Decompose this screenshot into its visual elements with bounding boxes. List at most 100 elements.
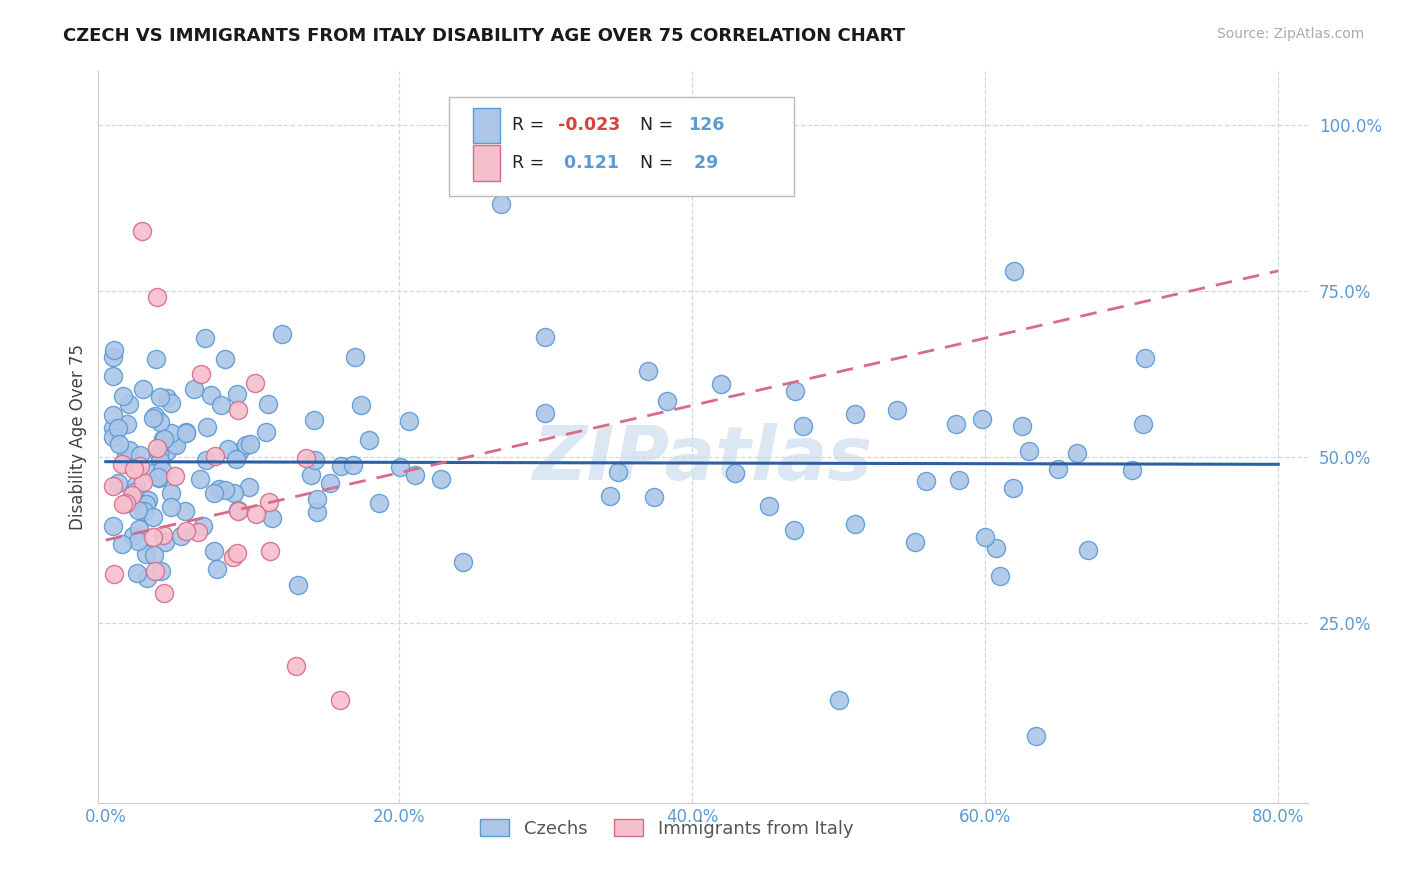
- Point: [254, 425, 277, 439]
- Point: [988, 569, 1011, 583]
- Point: [165, 438, 187, 452]
- Point: [156, 392, 179, 406]
- Point: [225, 546, 247, 560]
- FancyBboxPatch shape: [474, 145, 501, 180]
- Point: [103, 566, 125, 581]
- Point: [107, 421, 129, 435]
- Point: [758, 499, 780, 513]
- Point: [204, 450, 226, 464]
- Point: [174, 524, 197, 538]
- Point: [886, 403, 908, 417]
- Point: [783, 384, 806, 398]
- Point: [404, 468, 426, 483]
- Point: [101, 408, 124, 422]
- Point: [127, 503, 149, 517]
- Point: [163, 468, 186, 483]
- Point: [150, 565, 173, 579]
- Point: [142, 530, 165, 544]
- Point: [342, 458, 364, 472]
- Point: [844, 408, 866, 422]
- Point: [143, 409, 166, 424]
- Point: [160, 486, 183, 500]
- Point: [208, 482, 231, 496]
- Point: [295, 450, 318, 465]
- Point: [343, 351, 366, 365]
- Point: [305, 491, 328, 506]
- Text: 126: 126: [689, 116, 725, 134]
- Point: [207, 562, 229, 576]
- Point: [142, 411, 165, 425]
- Point: [122, 462, 145, 476]
- Point: [122, 485, 145, 500]
- Point: [329, 692, 352, 706]
- Point: [107, 476, 129, 491]
- Point: [637, 363, 659, 377]
- Point: [112, 389, 135, 403]
- Point: [1025, 729, 1047, 743]
- Point: [187, 524, 209, 539]
- Text: N =: N =: [640, 154, 679, 172]
- Point: [304, 453, 326, 467]
- Point: [146, 290, 169, 304]
- Point: [319, 476, 342, 491]
- Point: [135, 547, 157, 561]
- Point: [1066, 446, 1088, 460]
- Point: [152, 433, 174, 447]
- Point: [146, 441, 169, 455]
- Point: [150, 462, 173, 476]
- Point: [214, 483, 236, 498]
- Point: [190, 367, 212, 381]
- Point: [124, 478, 146, 492]
- Point: [149, 454, 172, 468]
- Point: [143, 548, 166, 562]
- Point: [235, 438, 257, 452]
- Point: [142, 467, 165, 481]
- Point: [299, 467, 322, 482]
- Point: [915, 474, 938, 488]
- Point: [226, 403, 249, 417]
- Point: [226, 503, 249, 517]
- Point: [1001, 481, 1024, 495]
- Point: [1077, 543, 1099, 558]
- Point: [127, 533, 149, 548]
- Point: [160, 426, 183, 441]
- Point: [221, 549, 243, 564]
- Point: [1004, 264, 1026, 278]
- Point: [368, 496, 391, 510]
- Point: [945, 417, 967, 431]
- Point: [307, 505, 329, 519]
- Point: [534, 406, 557, 420]
- Point: [148, 447, 170, 461]
- Point: [330, 459, 353, 474]
- Point: [111, 457, 134, 471]
- Point: [245, 507, 267, 521]
- Point: [209, 399, 232, 413]
- Point: [1132, 417, 1154, 431]
- Point: [101, 518, 124, 533]
- Point: [350, 398, 373, 412]
- Text: CZECH VS IMMIGRANTS FROM ITALY DISABILITY AGE OVER 75 CORRELATION CHART: CZECH VS IMMIGRANTS FROM ITALY DISABILIT…: [63, 27, 905, 45]
- Point: [1047, 462, 1070, 476]
- Point: [159, 500, 181, 514]
- Point: [970, 411, 993, 425]
- Point: [359, 433, 381, 447]
- FancyBboxPatch shape: [474, 108, 501, 143]
- Point: [225, 386, 247, 401]
- Point: [101, 421, 124, 435]
- Point: [114, 496, 136, 510]
- Point: [148, 471, 170, 485]
- Point: [389, 460, 412, 475]
- Point: [153, 586, 176, 600]
- Text: R =: R =: [512, 154, 550, 172]
- Point: [1135, 351, 1157, 365]
- Point: [243, 376, 266, 390]
- Point: [135, 572, 157, 586]
- Point: [107, 436, 129, 450]
- Point: [176, 426, 198, 441]
- Point: [118, 443, 141, 458]
- Legend: Czechs, Immigrants from Italy: Czechs, Immigrants from Italy: [472, 812, 860, 845]
- Point: [948, 473, 970, 487]
- Point: [655, 393, 678, 408]
- Point: [259, 544, 281, 558]
- Y-axis label: Disability Age Over 75: Disability Age Over 75: [69, 344, 87, 530]
